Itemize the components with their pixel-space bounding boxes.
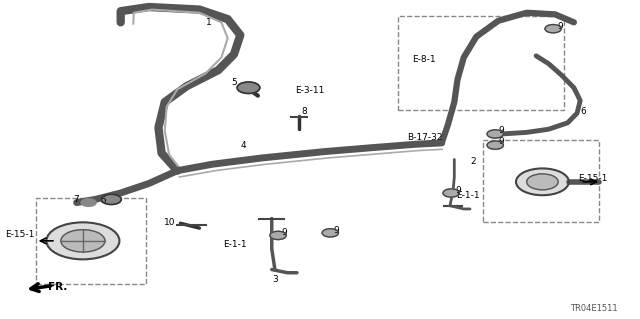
Text: 5: 5: [232, 78, 237, 87]
Text: 2: 2: [470, 157, 476, 166]
Text: TR04E1511: TR04E1511: [570, 304, 618, 313]
Circle shape: [443, 189, 460, 197]
Circle shape: [487, 130, 504, 138]
Text: E-1-1: E-1-1: [223, 241, 247, 249]
Circle shape: [61, 230, 105, 252]
Text: 9: 9: [557, 22, 563, 31]
Text: 9: 9: [499, 137, 504, 146]
Text: 6: 6: [580, 107, 586, 115]
Text: 9: 9: [455, 186, 461, 195]
Text: 1: 1: [206, 18, 212, 27]
Text: E-1-1: E-1-1: [456, 191, 480, 200]
Text: 7: 7: [73, 195, 79, 204]
Text: 4: 4: [241, 141, 246, 150]
Circle shape: [527, 174, 558, 190]
Text: 10: 10: [164, 218, 175, 227]
Circle shape: [101, 194, 122, 204]
Circle shape: [237, 82, 260, 93]
Text: 9: 9: [499, 126, 504, 135]
Text: E-8-1: E-8-1: [412, 56, 436, 64]
Bar: [397, 16, 564, 110]
Circle shape: [270, 231, 286, 240]
Circle shape: [545, 25, 561, 33]
Circle shape: [81, 199, 96, 206]
Text: B-17-32: B-17-32: [407, 133, 443, 142]
Circle shape: [487, 141, 504, 149]
Text: 3: 3: [272, 275, 278, 284]
Text: E-15-1: E-15-1: [5, 230, 35, 239]
Bar: [36, 198, 146, 284]
Text: 9: 9: [333, 226, 339, 235]
Bar: [483, 140, 599, 222]
Text: E-15-1: E-15-1: [579, 174, 608, 182]
Text: 9: 9: [281, 228, 287, 237]
Text: E-3-11: E-3-11: [295, 86, 324, 95]
Text: 5: 5: [100, 196, 106, 205]
Circle shape: [47, 222, 120, 259]
Circle shape: [516, 168, 569, 195]
Circle shape: [322, 229, 339, 237]
Text: 8: 8: [301, 107, 307, 116]
Text: FR.: FR.: [48, 282, 68, 292]
